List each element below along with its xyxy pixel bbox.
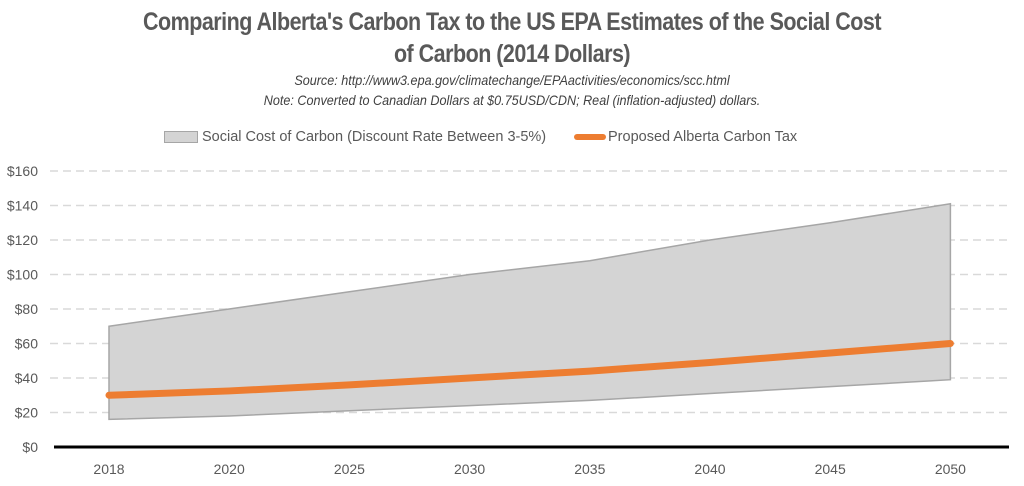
y-tick-label: $80 bbox=[15, 301, 39, 317]
alberta-tax-polyline bbox=[105, 340, 954, 399]
legend-item-alberta-tax: Proposed Alberta Carbon Tax bbox=[574, 129, 797, 145]
legend-swatch-line bbox=[574, 134, 606, 140]
x-tick-label: 2045 bbox=[815, 461, 846, 477]
legend-label-social-cost: Social Cost of Carbon (Discount Rate Bet… bbox=[202, 129, 547, 145]
legend-item-social-cost: Social Cost of Carbon (Discount Rate Bet… bbox=[164, 129, 546, 145]
y-tick-label: $40 bbox=[15, 370, 39, 386]
y-tick-label: $100 bbox=[7, 267, 38, 283]
legend-swatch-area bbox=[164, 131, 198, 143]
y-tick-label: $160 bbox=[7, 163, 38, 179]
x-tick-label: 2025 bbox=[334, 461, 365, 477]
social-cost-band bbox=[108, 202, 952, 421]
x-tick-label: 2030 bbox=[454, 461, 485, 477]
chart-conversion-note: Note: Converted to Canadian Dollars at $… bbox=[263, 92, 761, 108]
legend: Social Cost of Carbon (Discount Rate Bet… bbox=[0, 129, 1024, 149]
y-axis-ticks: $0 $20 $40 $60 $80 $100 $120 $140 $160 bbox=[7, 163, 38, 455]
x-tick-label: 2050 bbox=[935, 461, 966, 477]
x-tick-label: 2020 bbox=[214, 461, 245, 477]
legend-label-alberta-tax: Proposed Alberta Carbon Tax bbox=[608, 129, 798, 145]
y-tick-label: $140 bbox=[7, 198, 38, 214]
x-axis: 2018 2020 2025 2030 2035 2040 2045 2050 bbox=[54, 445, 1009, 477]
chart-title-line-2: of Carbon (2014 Dollars) bbox=[393, 40, 631, 68]
chart-title-line-1: Comparing Alberta's Carbon Tax to the US… bbox=[142, 8, 882, 36]
y-tick-label: $60 bbox=[15, 336, 39, 352]
social-cost-range-area bbox=[108, 202, 952, 421]
x-tick-label: 2018 bbox=[93, 461, 124, 477]
x-tick-label: 2035 bbox=[574, 461, 605, 477]
chart-source-note: Source: http://www3.epa.gov/climatechang… bbox=[294, 72, 730, 88]
alberta-tax-line bbox=[105, 340, 954, 399]
y-tick-label: $20 bbox=[15, 405, 39, 421]
y-tick-label: $120 bbox=[7, 232, 38, 248]
x-tick-label: 2040 bbox=[694, 461, 725, 477]
y-tick-label: $0 bbox=[22, 439, 38, 455]
